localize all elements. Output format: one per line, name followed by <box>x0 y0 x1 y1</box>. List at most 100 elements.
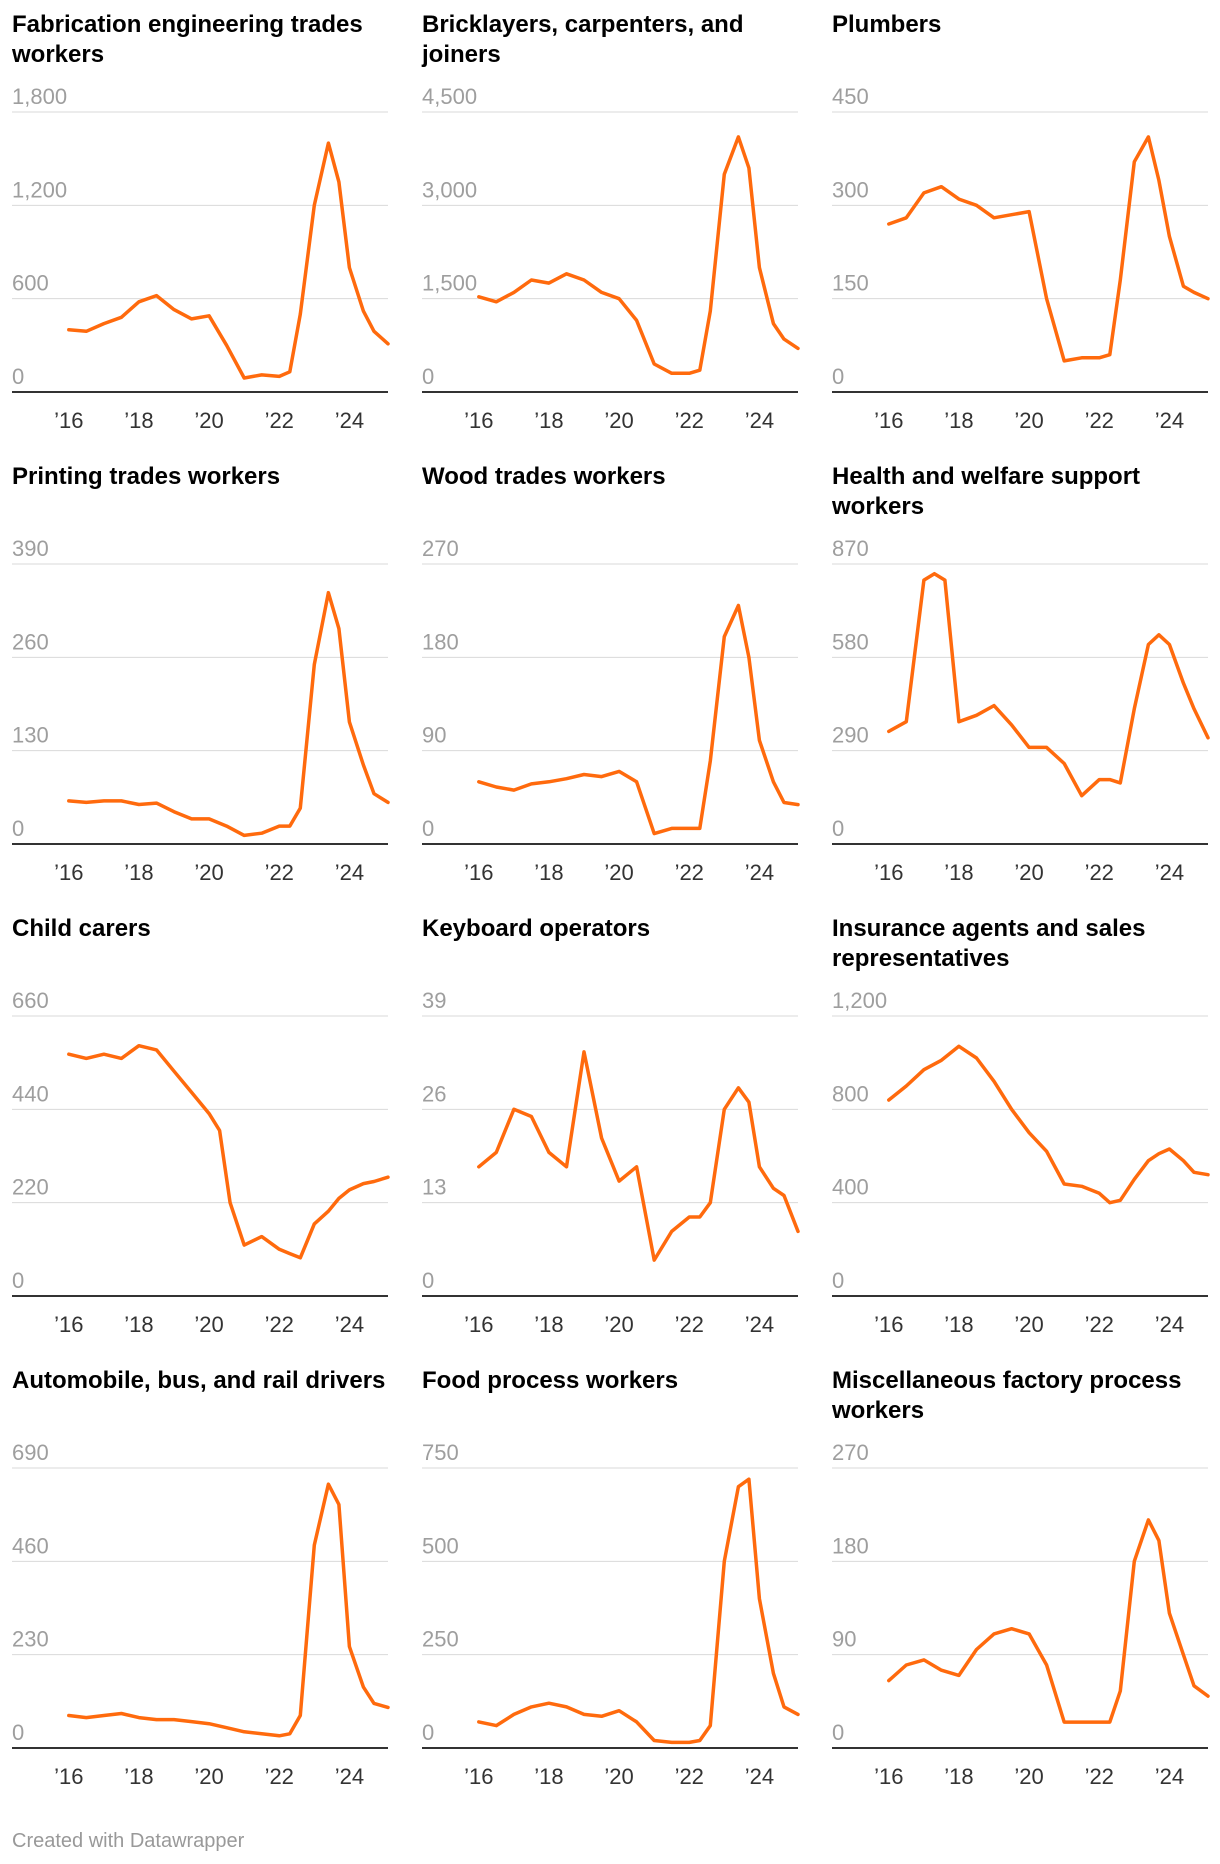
x-tick-label: ’16 <box>874 1764 903 1789</box>
x-tick-label: ’18 <box>534 860 563 885</box>
y-tick-label: 450 <box>832 84 869 109</box>
chart-title: Fabrication engineering trades workers <box>12 11 363 68</box>
x-tick-label: ’22 <box>265 1764 294 1789</box>
chart-title: Keyboard operators <box>422 915 651 942</box>
line-chart: 0 250 500 750 ’16 ’18 ’20 ’22 ’24 <box>422 1440 800 1789</box>
y-tick-label: 260 <box>12 629 49 654</box>
x-tick-label: ’20 <box>604 860 633 885</box>
x-tick-label: ’20 <box>1014 1764 1043 1789</box>
y-tick-label: 150 <box>832 271 869 296</box>
chart-panel: Plumbers 0 150 300 450 ’16 ’18 ’20 ’22 ’24 <box>820 0 1210 440</box>
x-tick-label: ’20 <box>194 408 223 433</box>
line-chart: 0 130 260 390 ’16 ’18 ’20 ’22 ’24 <box>12 536 390 885</box>
series-line <box>67 1482 390 1738</box>
y-tick-label: 400 <box>832 1175 869 1200</box>
y-tick-label: 180 <box>832 1533 869 1558</box>
x-tick-label: ’16 <box>874 1312 903 1337</box>
x-tick-label: ’18 <box>124 1312 153 1337</box>
y-tick-label: 580 <box>832 629 869 654</box>
x-tick-label: ’18 <box>944 860 973 885</box>
x-tick-label: ’16 <box>54 1312 83 1337</box>
y-tick-label: 13 <box>422 1175 446 1200</box>
y-tick-label: 440 <box>12 1081 49 1106</box>
y-tick-label: 230 <box>12 1627 49 1652</box>
y-tick-label: 39 <box>422 988 446 1013</box>
x-tick-label: ’20 <box>1014 860 1043 885</box>
chart-title: Wood trades workers <box>422 463 666 490</box>
x-tick-label: ’24 <box>745 408 774 433</box>
series-line <box>887 1044 1210 1205</box>
y-tick-label: 1,200 <box>832 988 887 1013</box>
y-tick-label: 0 <box>832 1268 844 1293</box>
y-tick-label: 870 <box>832 536 869 561</box>
y-tick-label: 250 <box>422 1627 459 1652</box>
x-tick-label: ’24 <box>1155 1312 1184 1337</box>
x-tick-label: ’16 <box>54 408 83 433</box>
x-tick-label: ’20 <box>604 408 633 433</box>
chart-panel: Fabrication engineering trades workers 0 6… <box>0 0 390 440</box>
x-tick-label: ’16 <box>464 860 493 885</box>
x-tick-label: ’24 <box>335 860 364 885</box>
y-tick-label: 220 <box>12 1175 49 1200</box>
series-line <box>67 141 390 380</box>
series-line <box>887 135 1210 363</box>
x-tick-label: ’24 <box>745 860 774 885</box>
y-tick-label: 270 <box>832 1440 869 1465</box>
x-tick-label: ’24 <box>745 1764 774 1789</box>
x-tick-label: ’18 <box>944 1312 973 1337</box>
y-tick-label: 90 <box>422 723 446 748</box>
x-tick-label: ’18 <box>124 408 153 433</box>
y-tick-label: 750 <box>422 1440 459 1465</box>
chart-title: Insurance agents and sales representativ… <box>832 915 1146 972</box>
y-tick-label: 800 <box>832 1081 869 1106</box>
x-tick-label: ’24 <box>1155 408 1184 433</box>
chart-title: Plumbers <box>832 11 942 38</box>
line-chart: 0 1,500 3,000 4,500 ’16 ’18 ’20 ’22 ’24 <box>422 84 800 433</box>
x-tick-label: ’18 <box>534 1764 563 1789</box>
x-tick-label: ’22 <box>675 860 704 885</box>
x-tick-label: ’20 <box>194 1312 223 1337</box>
y-tick-label: 600 <box>12 271 49 296</box>
x-tick-label: ’22 <box>1085 860 1114 885</box>
chart-panel: Printing trades workers 0 130 260 390 ’16 ’18 ’… <box>0 452 390 892</box>
series-line <box>67 1043 390 1260</box>
line-chart: 0 600 1,200 1,800 ’16 ’18 ’20 ’22 ’24 <box>12 84 390 433</box>
x-tick-label: ’20 <box>1014 408 1043 433</box>
y-tick-label: 500 <box>422 1533 459 1558</box>
x-tick-label: ’24 <box>1155 1764 1184 1789</box>
x-tick-label: ’16 <box>464 1764 493 1789</box>
x-tick-label: ’24 <box>745 1312 774 1337</box>
y-tick-label: 26 <box>422 1081 446 1106</box>
x-tick-label: ’18 <box>124 1764 153 1789</box>
chart-panel: Child carers 0 220 440 660 ’16 ’18 ’20 ’22 ’24 <box>0 904 390 1344</box>
chart-title: Automobile, bus, and rail drivers <box>12 1367 386 1394</box>
series-line <box>477 1050 800 1262</box>
x-tick-label: ’18 <box>534 408 563 433</box>
line-chart: 0 230 460 690 ’16 ’18 ’20 ’22 ’24 <box>12 1440 390 1789</box>
series-line <box>477 603 800 836</box>
chart-title: Bricklayers, carpenters, and joiners <box>422 11 744 68</box>
y-tick-label: 0 <box>12 364 24 389</box>
x-tick-label: ’22 <box>1085 1312 1114 1337</box>
line-chart: 0 220 440 660 ’16 ’18 ’20 ’22 ’24 <box>12 988 390 1337</box>
x-tick-label: ’24 <box>1155 860 1184 885</box>
line-chart: 0 290 580 870 ’16 ’18 ’20 ’22 ’24 <box>832 536 1210 885</box>
y-tick-label: 0 <box>422 816 434 841</box>
x-tick-label: ’20 <box>1014 1312 1043 1337</box>
series-line <box>67 590 390 838</box>
line-chart: 0 13 26 39 ’16 ’18 ’20 ’22 ’24 <box>422 988 800 1337</box>
x-tick-label: ’16 <box>54 860 83 885</box>
y-tick-label: 0 <box>12 816 24 841</box>
y-tick-label: 300 <box>832 177 869 202</box>
x-tick-label: ’16 <box>464 1312 493 1337</box>
y-tick-label: 180 <box>422 629 459 654</box>
series-line <box>477 1477 800 1745</box>
chart-title: Miscellaneous factory process workers <box>832 1367 1182 1424</box>
chart-panel: Health and welfare support workers 0 290 58… <box>820 452 1210 892</box>
chart-panel: Keyboard operators 0 13 26 39 ’16 ’18 ’20 ’22 ’24 <box>410 904 800 1344</box>
y-tick-label: 660 <box>12 988 49 1013</box>
series-line <box>887 1518 1210 1724</box>
x-tick-label: ’22 <box>675 1764 704 1789</box>
series-line <box>477 135 800 376</box>
y-tick-label: 130 <box>12 723 49 748</box>
